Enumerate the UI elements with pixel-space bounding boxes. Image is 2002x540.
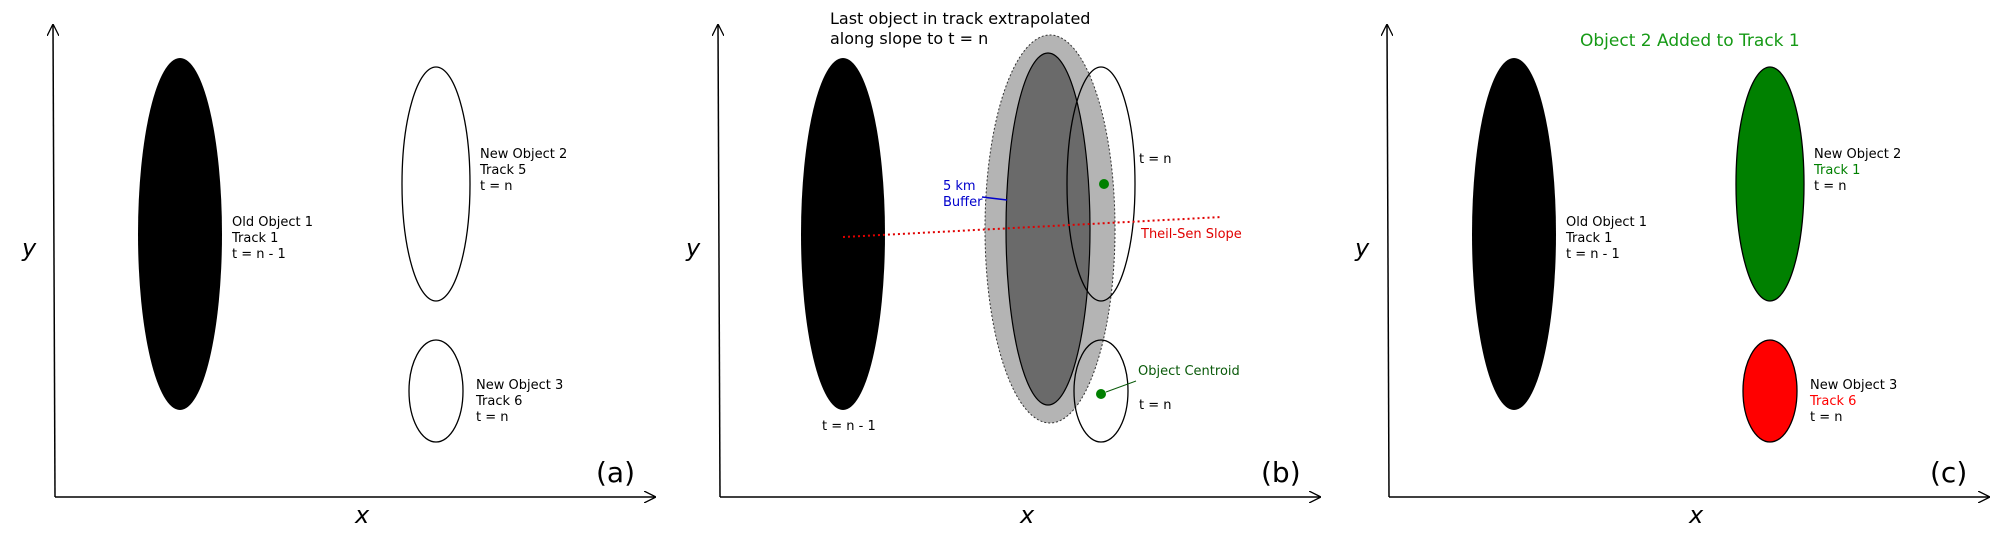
panel-c-title: Object 2 Added to Track 1 xyxy=(1580,31,1800,51)
candidate-object-2-ellipse xyxy=(1066,66,1136,302)
new-object-2-label-c: New Object 2 Track 1 t = n xyxy=(1813,147,1905,194)
previous-object-ellipse xyxy=(801,58,885,410)
panel-a: y x Old Object 1 Track 1 t = n - 1 New O… xyxy=(21,25,655,529)
object-2-centroid-dot xyxy=(1099,179,1109,189)
buffer-label: 5 km Buffer xyxy=(943,179,983,210)
old-object-1-label: Old Object 1 Track 1 t = n - 1 xyxy=(231,215,317,262)
panel-b-title: Last object in track extrapolated along … xyxy=(830,9,1096,48)
panel-c-label: (c) xyxy=(1930,456,1967,489)
object-3-time-label: t = n xyxy=(1139,398,1172,413)
new-object-2-ellipse xyxy=(401,66,471,302)
buffer-leader-line xyxy=(981,196,1008,201)
panel-a-label: (a) xyxy=(596,456,635,489)
panel-a-x-label: x xyxy=(354,501,370,529)
panel-b-y-axis xyxy=(718,25,720,498)
theil-sen-slope-line xyxy=(842,216,1223,238)
panel-a-y-label: y xyxy=(21,234,37,262)
object-centroid-label: Object Centroid xyxy=(1138,364,1240,379)
panel-b: y x Last object in track extrapolated al… xyxy=(685,9,1320,529)
old-object-1-ellipse xyxy=(138,58,222,410)
panel-c: y x Object 2 Added to Track 1 Old Object… xyxy=(1354,25,1989,529)
panel-c-x-label: x xyxy=(1688,501,1704,529)
old-object-1-label-c: Old Object 1 Track 1 t = n - 1 xyxy=(1565,215,1651,262)
object-2-time-label: t = n xyxy=(1139,152,1172,167)
extrapolated-object-ellipse xyxy=(1005,52,1091,406)
panel-c-y-axis xyxy=(1387,25,1389,498)
panel-b-label: (b) xyxy=(1261,456,1301,489)
panel-b-x-label: x xyxy=(1019,501,1035,529)
new-object-2-ellipse-c xyxy=(1735,66,1805,302)
centroid-leader-line xyxy=(1105,380,1137,393)
new-object-3-label-c: New Object 3 Track 6 t = n xyxy=(1809,378,1901,425)
candidate-object-3-ellipse xyxy=(1073,339,1129,443)
object-3-centroid-dot xyxy=(1096,389,1106,399)
panel-a-y-axis xyxy=(53,25,55,498)
previous-object-time-label: t = n - 1 xyxy=(822,419,876,434)
new-object-3-ellipse-c xyxy=(1742,339,1798,443)
theil-sen-slope-label: Theil-Sen Slope xyxy=(1140,227,1242,242)
panel-b-y-label: y xyxy=(685,234,701,262)
new-object-3-label: New Object 3 Track 6 t = n xyxy=(475,378,567,425)
panel-c-y-label: y xyxy=(1354,234,1370,262)
old-object-1-ellipse-c xyxy=(1472,58,1556,410)
new-object-3-ellipse xyxy=(408,339,464,443)
new-object-2-label: New Object 2 Track 5 t = n xyxy=(479,147,571,194)
